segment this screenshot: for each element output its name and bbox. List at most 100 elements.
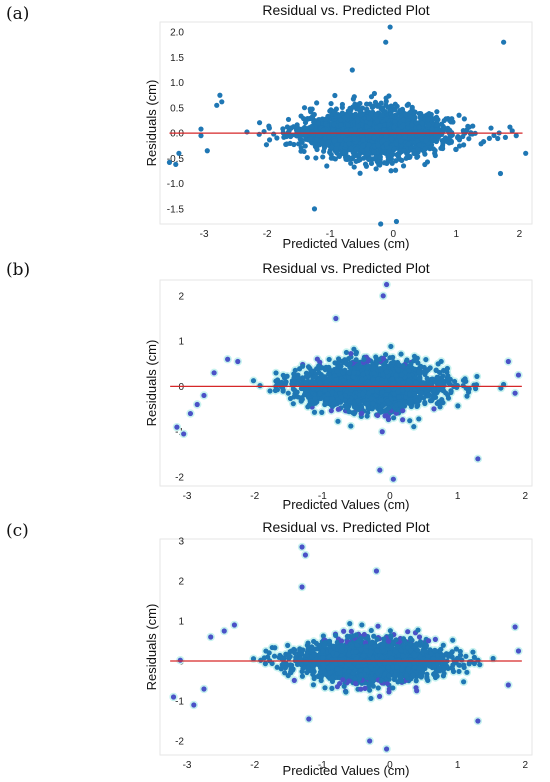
x-tick-label: 0 bbox=[387, 491, 393, 502]
data-point bbox=[402, 134, 408, 140]
data-point bbox=[295, 125, 301, 131]
y-tick-label: 1 bbox=[178, 337, 184, 348]
data-point bbox=[374, 118, 380, 124]
data-point bbox=[392, 101, 398, 107]
data-point bbox=[438, 121, 445, 127]
data-point bbox=[388, 343, 394, 350]
data-point bbox=[336, 152, 342, 159]
y-tick-label: 0 bbox=[178, 382, 184, 393]
data-point bbox=[423, 137, 429, 144]
data-point bbox=[435, 134, 441, 141]
data-point bbox=[348, 127, 354, 134]
x-tick-label: -3 bbox=[183, 491, 192, 502]
data-point bbox=[364, 106, 370, 112]
data-point bbox=[364, 101, 370, 107]
outlier-point bbox=[387, 24, 393, 30]
data-point bbox=[425, 122, 432, 128]
data-point bbox=[366, 115, 372, 121]
x-tick-label: -2 bbox=[263, 229, 272, 240]
data-point bbox=[486, 135, 492, 141]
data-point bbox=[307, 136, 313, 142]
data-point bbox=[302, 119, 309, 126]
data-point bbox=[312, 141, 318, 147]
data-point bbox=[353, 146, 360, 152]
chart-title: Residual vs. Predicted Plot bbox=[262, 2, 429, 18]
data-point bbox=[428, 111, 434, 118]
data-point bbox=[345, 122, 351, 128]
data-point bbox=[372, 99, 379, 105]
data-point bbox=[308, 123, 315, 130]
data-point bbox=[338, 117, 344, 123]
data-point bbox=[350, 96, 356, 102]
data-point bbox=[430, 146, 437, 152]
data-point bbox=[314, 100, 320, 106]
data-point bbox=[381, 148, 388, 154]
data-point bbox=[398, 138, 404, 144]
data-point bbox=[456, 143, 463, 149]
data-point bbox=[432, 116, 438, 122]
data-point bbox=[400, 117, 407, 123]
data-point bbox=[330, 155, 336, 161]
data-point bbox=[273, 370, 279, 376]
outlier-point bbox=[176, 150, 182, 156]
data-point bbox=[358, 147, 365, 153]
data-point bbox=[299, 139, 305, 146]
data-point bbox=[301, 105, 308, 111]
data-point bbox=[408, 114, 414, 120]
outlier-point bbox=[311, 206, 318, 212]
data-point bbox=[434, 109, 440, 115]
data-point bbox=[392, 167, 399, 173]
data-point bbox=[358, 112, 364, 118]
data-point bbox=[389, 151, 395, 158]
data-point bbox=[415, 138, 421, 144]
outlier-point bbox=[214, 102, 220, 108]
outlier-point bbox=[513, 133, 519, 139]
data-point bbox=[274, 135, 280, 141]
data-point bbox=[464, 127, 470, 133]
data-point bbox=[461, 142, 467, 148]
data-point bbox=[392, 107, 398, 113]
data-point bbox=[388, 135, 394, 142]
data-point bbox=[347, 110, 353, 116]
data-point bbox=[398, 112, 404, 119]
y-tick-label: -0.5 bbox=[167, 154, 185, 165]
data-point bbox=[337, 137, 343, 143]
outlier-point bbox=[488, 125, 494, 131]
data-point bbox=[320, 154, 326, 160]
data-point bbox=[328, 100, 334, 107]
data-point bbox=[419, 136, 425, 142]
data-point bbox=[339, 110, 345, 116]
panel-label: (b) bbox=[6, 260, 31, 280]
data-point bbox=[360, 143, 366, 149]
data-point bbox=[343, 137, 349, 143]
data-point bbox=[375, 142, 381, 148]
data-point bbox=[344, 156, 350, 162]
data-point bbox=[381, 160, 387, 166]
data-point bbox=[415, 146, 421, 152]
x-tick-label: 2 bbox=[522, 491, 528, 502]
data-point bbox=[352, 103, 358, 109]
outlier-point bbox=[219, 99, 225, 105]
data-point bbox=[348, 160, 354, 166]
data-point bbox=[373, 112, 379, 118]
x-tick-label: -1 bbox=[326, 229, 335, 240]
y-tick-label: 2 bbox=[178, 291, 184, 302]
plot-area bbox=[159, 21, 533, 225]
data-point bbox=[509, 128, 515, 134]
data-point bbox=[342, 149, 348, 155]
outlier-point bbox=[383, 39, 389, 45]
data-point bbox=[298, 148, 304, 154]
data-point bbox=[460, 133, 466, 140]
y-axis-label: Residuals (cm) bbox=[144, 340, 159, 427]
data-point bbox=[377, 123, 383, 129]
data-point bbox=[474, 373, 480, 380]
data-point bbox=[361, 155, 367, 161]
data-point bbox=[334, 142, 340, 148]
data-point bbox=[300, 116, 307, 122]
data-point bbox=[495, 135, 501, 142]
data-point bbox=[309, 113, 316, 119]
outlier-point bbox=[204, 148, 210, 154]
data-point bbox=[362, 161, 369, 167]
data-point bbox=[324, 163, 330, 169]
y-tick-label: -1.0 bbox=[167, 179, 185, 190]
